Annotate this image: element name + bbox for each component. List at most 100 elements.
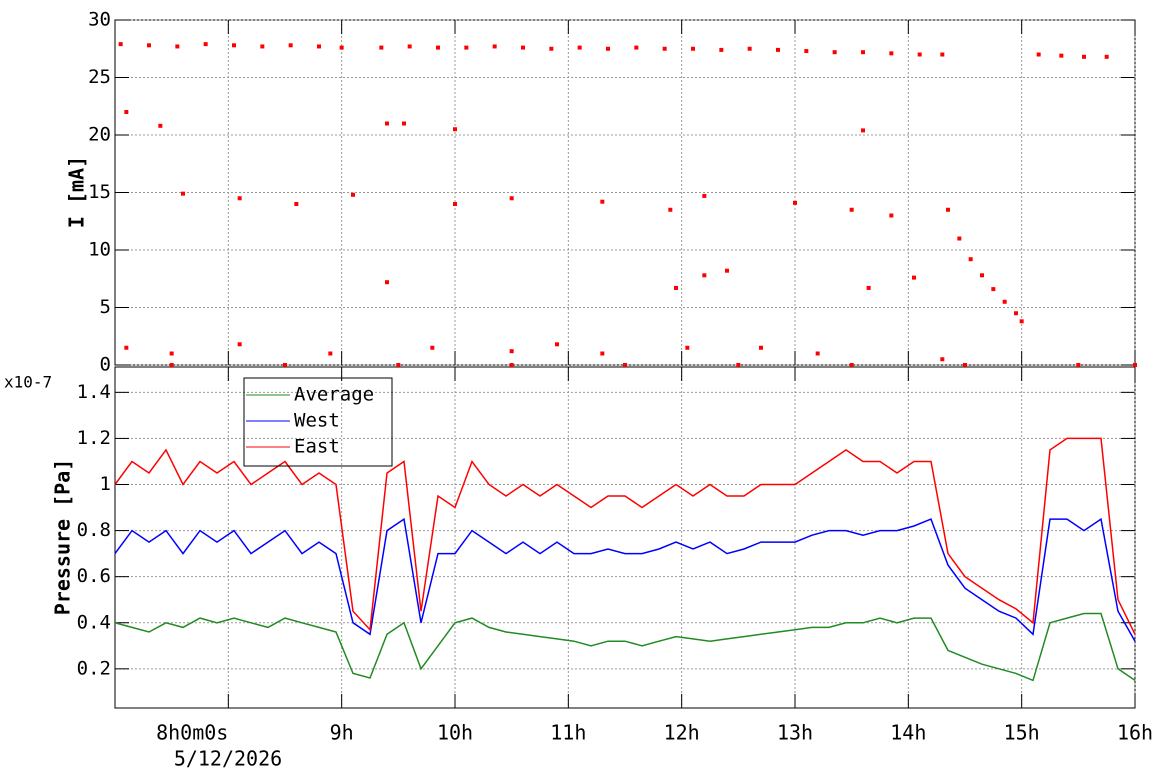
point xyxy=(662,46,667,51)
point xyxy=(940,52,945,57)
point xyxy=(555,342,559,347)
point xyxy=(464,45,469,50)
point xyxy=(702,193,707,198)
x-tick-label: 14h xyxy=(890,721,926,745)
legend-box xyxy=(243,377,393,467)
point xyxy=(849,207,854,212)
point xyxy=(957,236,962,241)
point xyxy=(351,192,355,197)
x-tick-label: 10h xyxy=(437,721,473,745)
point xyxy=(1002,299,1007,304)
point xyxy=(203,42,208,47)
point xyxy=(124,110,129,114)
point xyxy=(606,46,610,51)
point xyxy=(600,199,605,204)
point xyxy=(759,345,763,350)
y-tick-label: 1 xyxy=(100,473,111,495)
point xyxy=(509,349,514,354)
y-tick-label: 5 xyxy=(100,296,111,318)
point xyxy=(815,351,820,356)
point xyxy=(260,44,265,49)
point xyxy=(725,268,729,273)
point xyxy=(1014,311,1018,316)
x-tick-label: 12h xyxy=(664,721,700,745)
date-label: 5/12/2026 xyxy=(174,747,282,771)
y-tick-label: 30 xyxy=(88,9,111,31)
y-tick-label: 20 xyxy=(88,124,111,146)
point xyxy=(1104,54,1109,59)
point xyxy=(946,207,950,212)
point xyxy=(917,52,922,57)
point xyxy=(328,351,333,356)
point xyxy=(232,43,236,48)
point xyxy=(509,363,514,367)
x-tick-label: 15h xyxy=(1004,721,1040,745)
point xyxy=(317,44,321,49)
point xyxy=(124,345,129,350)
point xyxy=(430,345,435,350)
point xyxy=(600,351,605,356)
point xyxy=(776,47,780,52)
point xyxy=(1059,53,1064,58)
y-tick-label: 0.6 xyxy=(77,565,111,587)
point xyxy=(402,121,406,126)
point xyxy=(492,44,497,49)
y-tick-label: 25 xyxy=(88,66,111,88)
point xyxy=(912,275,916,280)
point xyxy=(509,196,514,201)
point xyxy=(889,51,894,56)
point xyxy=(980,273,984,278)
point xyxy=(169,363,174,367)
point xyxy=(169,351,174,356)
point xyxy=(1082,54,1086,59)
point xyxy=(634,45,639,50)
point xyxy=(849,363,854,367)
point xyxy=(294,202,299,206)
y-multiplier: x10-7 xyxy=(4,373,52,392)
point xyxy=(385,280,389,285)
point xyxy=(793,200,797,205)
point xyxy=(1019,319,1024,324)
y-tick-label: 10 xyxy=(88,239,111,261)
point xyxy=(283,363,287,367)
y-tick-label: 0.4 xyxy=(77,611,111,633)
line-series xyxy=(114,517,1136,642)
y-tick-label: 0 xyxy=(100,354,111,376)
point xyxy=(453,202,457,206)
y-axis-label: I [mA] xyxy=(65,156,89,228)
point xyxy=(158,123,163,128)
point xyxy=(674,285,678,290)
point xyxy=(866,285,871,290)
line-series xyxy=(114,437,1136,635)
point xyxy=(577,45,582,50)
legend-label: Average xyxy=(294,384,374,406)
point xyxy=(889,213,894,218)
line-series xyxy=(114,612,1136,682)
plot-frame xyxy=(114,366,1136,709)
point xyxy=(702,273,707,278)
point xyxy=(685,345,690,350)
point xyxy=(237,342,242,347)
x-tick-label: 13h xyxy=(777,721,813,745)
x-tick-label: 9h xyxy=(330,721,354,745)
point xyxy=(407,44,412,49)
point xyxy=(118,42,123,47)
y-tick-label: 1.2 xyxy=(77,427,111,449)
x-tick-label: 8h0m0s xyxy=(156,721,228,745)
point xyxy=(832,50,837,55)
point xyxy=(691,46,695,51)
legend-label: East xyxy=(294,436,340,458)
point xyxy=(861,50,865,55)
point xyxy=(747,46,752,51)
point xyxy=(549,46,554,51)
point xyxy=(736,363,741,367)
y-tick-label: 1.4 xyxy=(77,381,111,403)
point xyxy=(288,43,293,48)
point xyxy=(963,363,967,367)
point xyxy=(623,363,627,367)
point xyxy=(385,121,389,126)
y-tick-label: 0.8 xyxy=(77,519,111,541)
point xyxy=(1076,363,1081,367)
point xyxy=(396,363,401,367)
point xyxy=(991,287,996,292)
